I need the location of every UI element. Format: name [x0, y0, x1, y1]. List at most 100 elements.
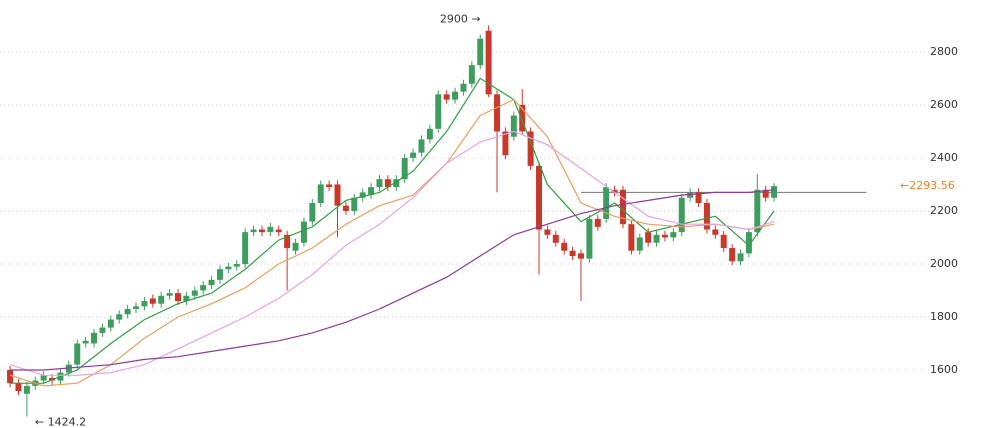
- candle-body: [745, 232, 752, 254]
- candle-body: [91, 332, 98, 344]
- candle-body: [334, 184, 341, 206]
- annotation: ← 1424.2: [35, 416, 86, 428]
- y-tick-label: 2200: [930, 204, 958, 217]
- candle-body: [116, 314, 123, 320]
- candle-body: [242, 232, 249, 264]
- candle-body: [502, 131, 509, 156]
- candle-body: [494, 94, 501, 132]
- candle-body: [309, 203, 316, 222]
- candle-body: [317, 184, 324, 204]
- candle-body: [485, 30, 492, 95]
- candle-body: [342, 205, 349, 211]
- moving-average: [9, 130, 775, 376]
- candle-body: [771, 186, 778, 198]
- candle-body: [754, 189, 761, 233]
- candle-body: [216, 269, 223, 280]
- candle-body: [200, 285, 207, 291]
- candle-body: [435, 94, 442, 129]
- candle-body: [460, 83, 467, 92]
- candle-body: [678, 197, 685, 233]
- candle-body: [351, 197, 358, 211]
- candle-body: [577, 253, 584, 259]
- candle-body: [225, 266, 232, 270]
- candle-body: [158, 295, 165, 304]
- candle-body: [15, 383, 22, 392]
- candle-body: [645, 232, 652, 243]
- candle-body: [49, 377, 56, 381]
- y-tick-label: 2400: [930, 151, 958, 164]
- candle-body: [149, 298, 156, 304]
- candle-body: [519, 104, 526, 132]
- candle-body: [74, 343, 81, 365]
- candle-body: [65, 364, 72, 373]
- candle-body: [670, 232, 677, 238]
- candle-body: [561, 242, 568, 251]
- candle-body: [133, 306, 140, 310]
- candle-body: [695, 192, 702, 204]
- candle-body: [250, 229, 257, 233]
- candle-body: [611, 189, 618, 193]
- candle-body: [284, 234, 291, 249]
- candle-body: [7, 369, 14, 384]
- candle-body: [443, 94, 450, 100]
- candle-body: [292, 242, 299, 251]
- candle-body: [124, 309, 131, 315]
- candle-body: [729, 248, 736, 262]
- y-tick-label: 1800: [930, 310, 958, 323]
- moving-average: [10, 77, 775, 384]
- candle-body: [468, 65, 475, 84]
- candle-body: [326, 184, 333, 188]
- candle-body: [712, 229, 719, 235]
- y-tick-label: 2000: [930, 257, 958, 270]
- candle-body: [393, 179, 400, 188]
- candle-body: [636, 237, 643, 251]
- candle-body: [183, 295, 190, 302]
- candle-body: [82, 340, 89, 344]
- y-tick-label: 1600: [930, 363, 958, 376]
- candle-body: [267, 226, 274, 233]
- candle-body: [594, 218, 601, 227]
- candle-body: [569, 250, 576, 257]
- candle-body: [510, 115, 517, 137]
- candle-body: [762, 189, 769, 198]
- candle-body: [300, 221, 307, 243]
- candle-body: [619, 189, 626, 225]
- candle-body: [208, 279, 215, 286]
- candle-body: [426, 128, 433, 140]
- y-tick-label: 2800: [930, 45, 958, 58]
- y-tick-label: 2600: [930, 98, 958, 111]
- candle-body: [544, 229, 551, 235]
- candle-body: [536, 165, 543, 230]
- candle-body: [233, 263, 240, 267]
- candle-body: [720, 234, 727, 249]
- candle-body: [376, 179, 383, 188]
- candle-body: [477, 38, 484, 66]
- candle-body: [603, 187, 610, 219]
- candle-body: [410, 152, 417, 158]
- candle-body: [368, 187, 375, 196]
- last-price-label: ←2293.56: [900, 179, 955, 192]
- candle-body: [703, 203, 710, 230]
- candle-body: [141, 301, 148, 307]
- candle-body: [166, 293, 173, 296]
- candle-body: [359, 192, 366, 198]
- candle-body: [586, 218, 593, 259]
- candle-body: [384, 179, 391, 188]
- moving-average: [9, 98, 775, 387]
- candle-body: [275, 229, 282, 233]
- candle-body: [661, 234, 668, 238]
- annotation: 2900 →: [440, 12, 481, 25]
- candle-body: [452, 91, 459, 100]
- candle-body: [40, 375, 47, 381]
- candle-body: [174, 293, 181, 302]
- candle-body: [552, 234, 559, 243]
- candle-body: [107, 319, 114, 328]
- candle-body: [99, 327, 106, 333]
- candle-body: [418, 139, 425, 153]
- candle-body: [258, 229, 265, 233]
- candle-body: [737, 253, 744, 262]
- candle-body: [527, 131, 534, 166]
- candle-body: [687, 192, 694, 198]
